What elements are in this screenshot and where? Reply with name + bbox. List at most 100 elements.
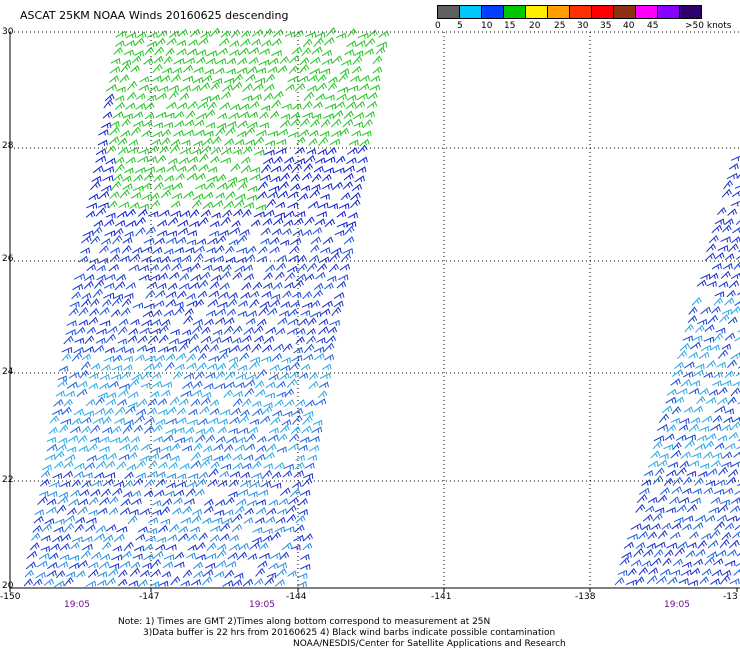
wind-barb — [90, 424, 101, 434]
lat-label-20: 20 — [2, 581, 14, 591]
wind-barb — [336, 93, 347, 101]
wind-barb — [220, 270, 231, 280]
wind-barb — [139, 508, 151, 516]
wind-barb — [721, 343, 732, 350]
wind-barb — [154, 237, 165, 245]
wind-barb — [167, 216, 179, 226]
wind-barb — [714, 521, 725, 531]
wind-barb — [232, 398, 243, 407]
wind-barb — [355, 40, 366, 48]
wind-barb — [329, 252, 340, 262]
wind-barb — [167, 157, 178, 165]
wind-barb — [666, 388, 677, 396]
wind-barb — [125, 405, 136, 415]
wind-barb — [284, 156, 295, 164]
wind-barb — [139, 455, 150, 462]
wind-barb — [701, 533, 712, 540]
wind-barb — [191, 84, 201, 92]
wind-barb — [162, 184, 174, 191]
wind-barb — [135, 93, 146, 100]
wind-barb — [200, 271, 211, 280]
wind-barb — [279, 239, 290, 246]
wind-barb — [730, 306, 740, 315]
wind-barb — [706, 360, 717, 369]
wind-barb — [288, 496, 299, 505]
wind-barb — [246, 245, 257, 254]
note-line-1: Note: 1) Times are GMT 2)Times along bot… — [118, 617, 491, 627]
wind-barb — [694, 477, 704, 486]
wind-barb — [614, 577, 625, 586]
wind-barb — [218, 37, 230, 47]
wind-barb — [186, 172, 198, 181]
wind-barb — [160, 445, 172, 452]
wind-barb — [200, 397, 211, 406]
wind-barb — [714, 442, 725, 450]
wind-barb — [188, 220, 200, 228]
wind-barb — [229, 416, 240, 425]
wind-barb — [23, 578, 33, 587]
wind-barb — [262, 528, 273, 535]
wind-barb — [93, 471, 105, 479]
map-title: ASCAT 25KM NOAA Winds 20160625 descendin… — [20, 9, 289, 22]
colorbar-label: 40 — [623, 21, 635, 31]
wind-barb — [243, 517, 254, 524]
wind-barb — [273, 90, 284, 100]
wind-barb — [86, 263, 97, 272]
wind-barb — [292, 407, 304, 416]
wind-barb — [114, 95, 125, 102]
wind-barb — [251, 38, 261, 46]
wind-barb — [635, 576, 645, 585]
wind-barb — [96, 328, 107, 335]
wind-barb — [246, 121, 258, 129]
wind-barb — [276, 380, 286, 389]
wind-barb — [626, 533, 638, 540]
wind-barb — [259, 111, 269, 120]
wind-barb — [29, 542, 40, 551]
wind-barb — [353, 112, 365, 120]
wind-barb — [148, 460, 158, 469]
wind-barb — [164, 361, 175, 372]
wind-barb — [106, 145, 117, 154]
wind-barb — [231, 219, 241, 228]
wind-barb — [307, 454, 317, 461]
wind-barb — [62, 470, 73, 479]
wind-barb — [195, 172, 206, 181]
wind-barb — [123, 49, 134, 56]
pass-time-2: 19:05 — [249, 600, 275, 610]
wind-barb — [713, 297, 724, 306]
wind-barb — [190, 579, 202, 586]
wind-barb — [191, 324, 203, 334]
wind-barb — [359, 138, 370, 147]
wind-barb — [146, 281, 158, 289]
wind-barb — [109, 496, 119, 505]
wind-barb — [222, 209, 233, 218]
wind-barb — [308, 129, 319, 137]
wind-barb — [178, 525, 189, 533]
wind-barb — [188, 333, 199, 343]
wind-barb — [288, 308, 298, 317]
wind-barb — [229, 40, 240, 48]
wind-barb — [301, 172, 312, 181]
wind-barb — [362, 118, 373, 129]
wind-barb — [704, 440, 715, 450]
wind-barb — [147, 398, 158, 407]
wind-barb — [170, 144, 181, 154]
wind-barb — [157, 408, 168, 416]
wind-barb — [135, 533, 146, 541]
wind-barb — [690, 417, 701, 424]
wind-barb — [176, 290, 187, 299]
wind-barb — [299, 553, 310, 561]
wind-barb — [53, 398, 64, 407]
wind-barb — [262, 157, 274, 165]
wind-barb — [134, 37, 145, 46]
wind-barb — [249, 481, 261, 489]
wind-barb — [60, 481, 71, 488]
wind-barb — [308, 380, 319, 390]
wind-barb — [69, 554, 80, 561]
wind-barb — [143, 543, 154, 552]
wind-barb — [317, 326, 329, 335]
wind-barb — [95, 148, 107, 156]
wind-barb — [650, 450, 661, 459]
wind-barb — [680, 451, 691, 459]
wind-barb — [137, 155, 149, 163]
